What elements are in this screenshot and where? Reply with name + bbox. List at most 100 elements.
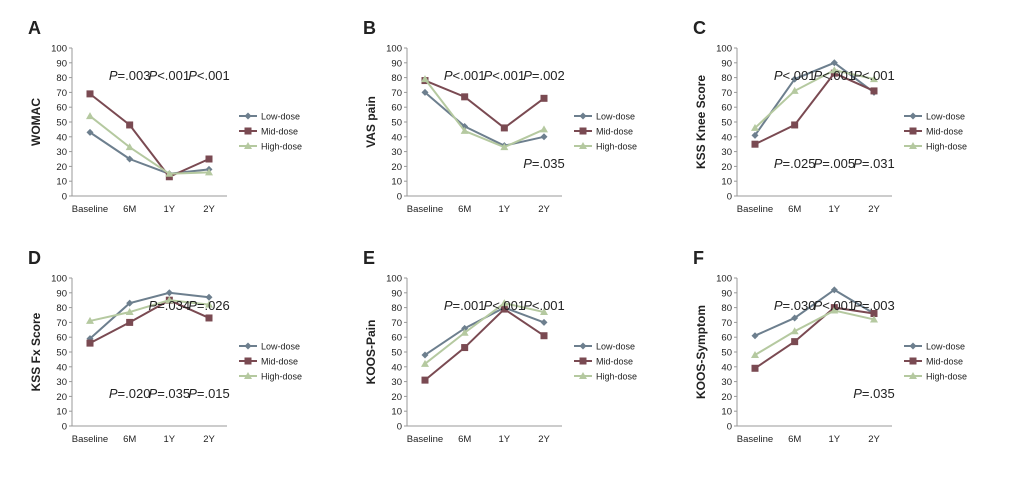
y-tick-label: 0	[397, 422, 402, 433]
x-tick-label: 2Y	[203, 204, 215, 215]
p-value: =.035	[532, 156, 565, 171]
data-point-low	[540, 318, 548, 326]
x-tick-label: 6M	[788, 434, 801, 445]
data-point-high	[790, 86, 799, 94]
y-tick-label: 70	[391, 318, 402, 329]
p-value-annotation: P=.005	[814, 156, 856, 171]
y-tick-label: 10	[56, 407, 67, 418]
p-value-annotation: P=.035	[149, 386, 191, 401]
legend-label: Low-dose	[926, 112, 965, 122]
y-tick-label: 90	[391, 58, 402, 69]
p-value: =.031	[862, 156, 895, 171]
y-tick-label: 70	[56, 88, 67, 99]
p-symbol: P	[149, 386, 158, 401]
p-value: =.002	[532, 68, 565, 83]
legend-marker	[579, 342, 587, 350]
series-line-mid	[424, 307, 545, 381]
y-tick-label: 40	[56, 362, 67, 373]
y-tick-label: 40	[721, 362, 732, 373]
y-tick-label: 50	[56, 118, 67, 129]
legend-label: Mid-dose	[261, 357, 298, 367]
data-point-mid	[461, 93, 469, 101]
x-tick-label: 6M	[458, 204, 471, 215]
y-tick-label: 0	[727, 192, 732, 203]
p-symbol: P	[188, 68, 197, 83]
y-tick-label: 20	[391, 392, 402, 403]
series-line-low	[424, 306, 545, 356]
data-point-high	[125, 143, 134, 151]
p-value: <.001	[862, 68, 895, 83]
p-value: <.001	[197, 68, 230, 83]
p-value-annotation: P=.034	[149, 298, 191, 313]
p-symbol: P	[853, 298, 862, 313]
data-point-low	[126, 155, 134, 163]
p-value: <.001	[822, 298, 855, 313]
series-line-high	[424, 302, 545, 365]
panel-c: C KSS Knee Score 0 10 20 30 40 50 60 70 80 90 100 Bas…	[693, 18, 967, 215]
legend-marker	[244, 112, 252, 120]
data-point-low	[421, 351, 429, 359]
p-symbol: P	[484, 68, 493, 83]
y-tick-label: 60	[391, 333, 402, 344]
y-tick-label: 80	[391, 303, 402, 314]
y-tick-label: 80	[721, 303, 732, 314]
panel-e: E KOOS-Pain 0 10 20 30 40 50 60 70 80 90 100 Baseline…	[363, 248, 637, 445]
x-tick-label: 2Y	[203, 434, 215, 445]
legend-marker	[244, 342, 252, 350]
y-tick-label: 60	[721, 333, 732, 344]
data-point-low	[126, 299, 134, 307]
series-line-mid	[89, 299, 210, 345]
legend-marker	[909, 342, 917, 350]
panel-letter: E	[363, 248, 375, 268]
data-point-high	[205, 168, 213, 176]
data-point-low	[751, 332, 759, 340]
y-tick-label: 30	[721, 147, 732, 158]
p-value: <.001	[783, 68, 816, 83]
data-point-mid	[870, 87, 878, 95]
legend-marker	[909, 372, 917, 379]
y-tick-label: 30	[391, 377, 402, 388]
legend-marker	[244, 357, 252, 365]
p-symbol: P	[853, 68, 862, 83]
p-value: =.015	[197, 386, 230, 401]
x-tick-label: Baseline	[72, 434, 108, 445]
p-symbol: P	[109, 386, 118, 401]
panel-letter: A	[28, 18, 41, 38]
legend-marker	[909, 142, 917, 149]
data-point-high	[830, 66, 839, 74]
p-value: =.035	[862, 386, 895, 401]
p-symbol: P	[774, 156, 783, 171]
y-tick-label: 70	[721, 88, 732, 99]
series-line-mid	[754, 306, 875, 370]
y-tick-label: 60	[56, 103, 67, 114]
y-tick-label: 50	[721, 118, 732, 129]
data-point-mid	[205, 314, 213, 322]
series-line-high	[89, 115, 210, 175]
p-value-annotation: P=.035	[853, 386, 895, 401]
y-tick-label: 50	[56, 348, 67, 359]
data-point-mid	[870, 310, 878, 318]
p-value-annotation: P<.001	[814, 298, 856, 313]
y-tick-label: 100	[386, 44, 402, 55]
x-tick-label: 2Y	[868, 434, 880, 445]
p-value: =.026	[197, 298, 230, 313]
data-point-mid	[500, 305, 508, 313]
p-value: =.005	[822, 156, 855, 171]
x-tick-label: 2Y	[538, 204, 550, 215]
y-tick-label: 40	[391, 362, 402, 373]
data-point-high	[540, 125, 548, 133]
data-point-high	[751, 123, 759, 131]
y-axis-title: KOOS-Pain	[364, 320, 378, 385]
p-value-annotation: P<.001	[188, 68, 230, 83]
series-line-mid	[424, 79, 545, 130]
p-value-annotation: P=.026	[188, 298, 230, 313]
y-tick-label: 20	[721, 162, 732, 173]
data-point-mid	[461, 344, 469, 352]
data-point-mid	[421, 376, 429, 384]
data-point-mid	[751, 364, 759, 372]
data-point-high	[830, 306, 839, 314]
legend-marker	[244, 142, 252, 149]
legend-marker	[244, 127, 252, 135]
y-tick-label: 60	[56, 333, 67, 344]
x-tick-label: Baseline	[407, 434, 443, 445]
